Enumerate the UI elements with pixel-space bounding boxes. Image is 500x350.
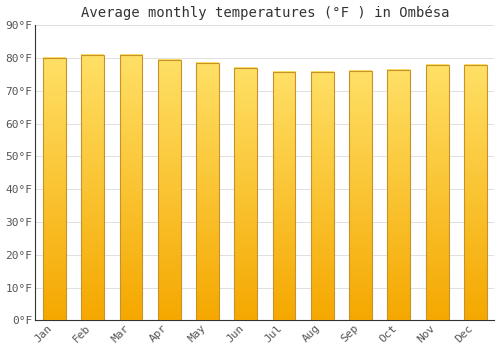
Bar [311, 72, 334, 320]
Bar [120, 55, 142, 320]
Bar [426, 65, 448, 320]
Bar [158, 60, 180, 320]
Bar [234, 68, 257, 320]
Bar [272, 72, 295, 320]
Title: Average monthly temperatures (°F ) in Ombésa: Average monthly temperatures (°F ) in Om… [80, 6, 449, 20]
Bar [388, 70, 410, 320]
Bar [43, 58, 66, 320]
Bar [349, 71, 372, 320]
Bar [81, 55, 104, 320]
Bar [196, 63, 219, 320]
Bar [464, 65, 487, 320]
